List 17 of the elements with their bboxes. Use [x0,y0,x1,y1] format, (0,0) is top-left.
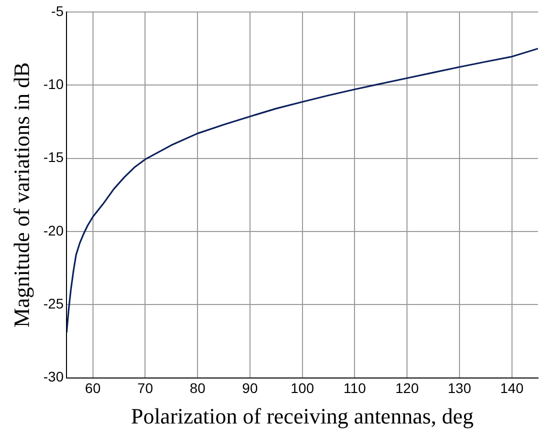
x-tick-label: 110 [344,380,366,396]
y-tick-label: -5 [51,2,64,19]
y-tick-label: -25 [43,296,64,312]
x-tick-label: 100 [290,380,314,396]
y-tick-label: -10 [43,76,64,92]
y-tick-label: -30 [43,368,64,385]
y-tick-label: -15 [43,149,64,166]
x-tick-label: 130 [448,380,472,396]
x-tick-label: 60 [85,380,101,396]
x-tick-label: 140 [500,380,524,396]
x-tick-label: 90 [242,380,258,396]
y-axis-title: Magnitude of variations in dB [8,62,34,328]
y-tick-label: -20 [43,222,64,238]
x-tick-label: 70 [137,380,154,396]
x-axis-title: Polarization of receiving antennas, deg [130,404,474,429]
x-tick-label: 80 [190,380,206,396]
x-tick-label: 120 [395,380,419,396]
